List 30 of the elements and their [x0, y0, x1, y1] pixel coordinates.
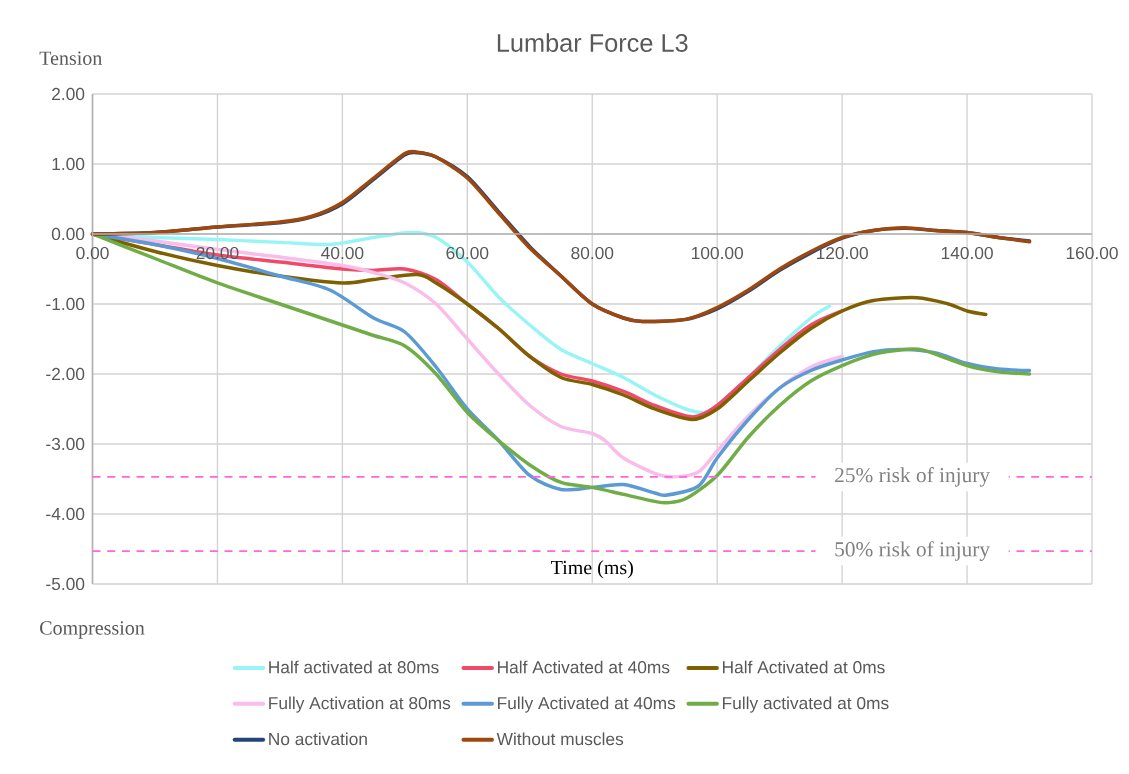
x-tick-label: 40.00: [321, 246, 364, 260]
legend-label: Fully Activated at 40ms: [498, 696, 676, 713]
legend-label: Fully activated at 0ms: [723, 696, 889, 713]
legend-label: No activation: [269, 732, 367, 746]
legend-label: Half Activated at 0ms: [723, 660, 885, 674]
x-tick-label: 80.00: [571, 246, 614, 260]
y-tick-label: 1.00: [52, 157, 85, 171]
legend-label: Fully Activation at 80ms: [269, 696, 451, 713]
y-tick-label: -2.00: [46, 367, 85, 381]
text: Compression: [40, 621, 145, 639]
x-tick-label: 160.00: [1066, 246, 1118, 260]
y-tick-label: 0.00: [51, 227, 85, 241]
ref-line-label: 50% risk of injury: [835, 541, 990, 561]
y-tick-label: 2.00: [52, 87, 85, 101]
legend-label: Without muscles: [496, 732, 624, 746]
y-tick-label: -4.00: [46, 507, 85, 521]
legend-label: Half Activated at 40ms: [498, 660, 670, 674]
x-tick-label: 0.00: [76, 246, 109, 260]
x-tick-label: 100.00: [692, 246, 744, 260]
y-tick-label: -3.00: [46, 437, 85, 451]
y-tick-label: -1.00: [46, 297, 85, 311]
x-tick-label: 140.00: [941, 246, 993, 260]
x-axis-title: Time (ms): [551, 560, 633, 579]
x-tick-label: 120.00: [816, 246, 868, 260]
text: Tension: [39, 51, 103, 65]
legend-label: Half activated at 80ms: [269, 660, 439, 674]
x-tick-label: 20.00: [196, 246, 239, 260]
ref-line-label: 25% risk of injury: [835, 467, 990, 487]
chart-title: Lumbar Force L3: [497, 33, 688, 52]
y-tick-label: -5.00: [46, 577, 85, 591]
